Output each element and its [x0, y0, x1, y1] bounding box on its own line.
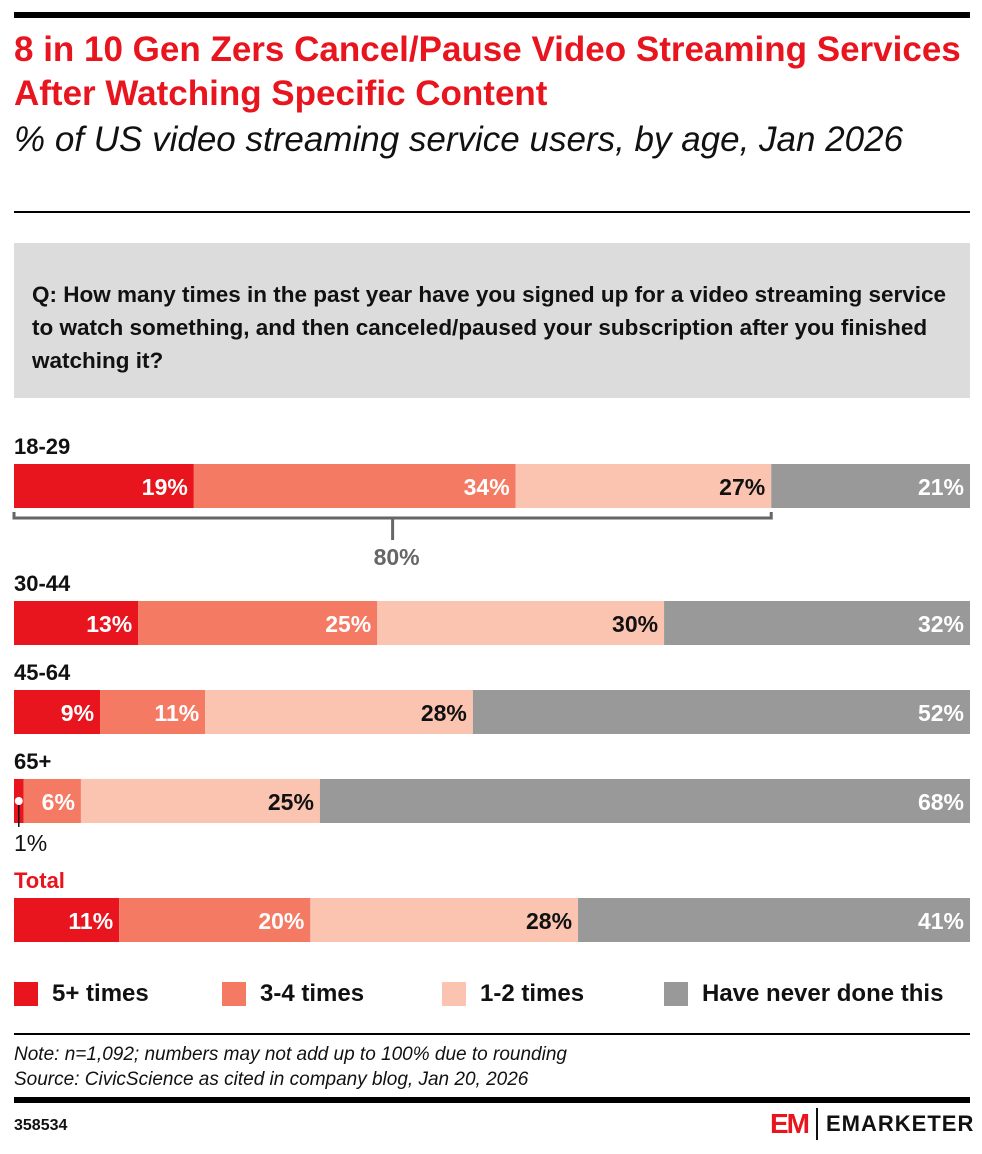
- data-label: 30%: [612, 611, 658, 637]
- legend-swatch: [14, 982, 38, 1006]
- data-label: 25%: [268, 789, 314, 815]
- data-label: 6%: [42, 789, 75, 815]
- data-label: 68%: [918, 789, 964, 815]
- legend-label: 1-2 times: [480, 980, 585, 1007]
- bar-segment: [377, 601, 665, 645]
- legend-item: Have never done this: [664, 980, 943, 1008]
- legend-label: Have never done this: [702, 980, 944, 1007]
- data-label: 20%: [258, 908, 304, 934]
- footnote: Note: n=1,092; numbers may not add up to…: [14, 1042, 567, 1092]
- legend-swatch: [442, 982, 466, 1006]
- logo-brand: EMARKETER: [826, 1111, 975, 1136]
- chart-subtitle: % of US video streaming service users, b…: [14, 120, 904, 159]
- bar-segment: [14, 898, 120, 942]
- bar-segment: [80, 779, 320, 823]
- bar-segment: [14, 601, 139, 645]
- data-label: 41%: [918, 908, 964, 934]
- bar-segment: [119, 898, 311, 942]
- data-label: 11%: [68, 908, 113, 934]
- bar-segment: [23, 779, 81, 823]
- bar-segment: [14, 464, 194, 508]
- bar-segment: [310, 898, 579, 942]
- bar-segment: [193, 464, 516, 508]
- legend-item: 5+ times: [14, 980, 149, 1008]
- question-text: Q: How many times in the past year have …: [32, 282, 947, 373]
- legend: 5+ times 3-4 times 1-2 times Have never don…: [14, 980, 970, 1012]
- data-label: 13%: [86, 611, 132, 637]
- data-label: 11%: [154, 700, 199, 726]
- data-label: 32%: [918, 611, 964, 637]
- category-label: Total: [14, 868, 65, 893]
- source-text: Source: CivicScience as cited in company…: [14, 1069, 529, 1090]
- legend-item: 3-4 times: [222, 980, 364, 1008]
- data-label: 25%: [325, 611, 371, 637]
- callout-dot: [14, 797, 23, 805]
- bar-segment: [664, 601, 970, 645]
- emarketer-logo: EM EMARKETER: [770, 1108, 974, 1140]
- bar-segment: [319, 779, 970, 823]
- legend-label: 3-4 times: [260, 980, 365, 1007]
- bracket-label: 80%: [374, 544, 420, 570]
- data-label: 28%: [526, 908, 572, 934]
- stacked-bar-chart: 18-29 19% 34% 27% 21% 80% 30-44 13% 25% 30% 32% 45-…: [12, 434, 970, 942]
- category-label: 18-29: [14, 434, 70, 459]
- legend-label: 5+ times: [52, 980, 149, 1007]
- bar-segment: [100, 690, 206, 734]
- footer-rule: [14, 1033, 970, 1035]
- question-box: [14, 243, 970, 398]
- bar-segment: [472, 690, 970, 734]
- category-label: 45-64: [14, 660, 71, 685]
- bar-segment: [138, 601, 378, 645]
- bar-segment: [205, 690, 473, 734]
- data-label: 28%: [421, 700, 467, 726]
- data-label: 27%: [719, 474, 765, 500]
- data-label: 1%: [14, 830, 47, 856]
- legend-swatch: [222, 982, 246, 1006]
- data-label: 19%: [142, 474, 188, 500]
- bottom-rule: [14, 1097, 970, 1103]
- category-label: 65+: [14, 749, 51, 774]
- header-rule: [14, 211, 970, 213]
- logo-mark: EM: [770, 1108, 810, 1139]
- category-label: 30-44: [14, 571, 71, 596]
- data-label: 21%: [918, 474, 964, 500]
- data-label: 9%: [61, 700, 94, 726]
- data-label: 34%: [464, 474, 510, 500]
- note-text: Note: n=1,092; numbers may not add up to…: [14, 1044, 567, 1065]
- bracket: [12, 512, 773, 540]
- logo-divider: [816, 1108, 818, 1140]
- top-rule: [14, 12, 970, 18]
- bar-segment: [515, 464, 772, 508]
- chart-title: 8 in 10 Gen Zers Cancel/Pause Video Stre…: [14, 30, 961, 113]
- data-label: 52%: [918, 700, 964, 726]
- bar-segment: [578, 898, 970, 942]
- bar-segment: [771, 464, 970, 508]
- chart-id: 358534: [14, 1117, 68, 1134]
- legend-item: 1-2 times: [442, 980, 584, 1008]
- bar-segment: [14, 690, 101, 734]
- legend-swatch: [664, 982, 688, 1006]
